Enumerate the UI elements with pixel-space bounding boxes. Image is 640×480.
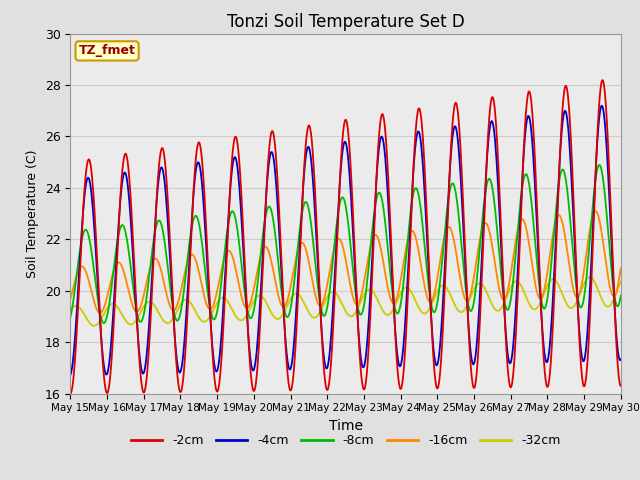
- -32cm: [67, 308, 74, 313]
- -4cm: [598, 103, 605, 108]
- -32cm: [251, 297, 259, 302]
- Line: -32cm: -32cm: [70, 277, 621, 326]
- -16cm: [617, 265, 625, 271]
- X-axis label: Time: Time: [328, 419, 363, 433]
- -16cm: [431, 287, 439, 292]
- -32cm: [617, 279, 625, 285]
- -32cm: [431, 293, 439, 299]
- -32cm: [586, 274, 594, 280]
- Legend: -2cm, -4cm, -8cm, -16cm, -32cm: -2cm, -4cm, -8cm, -16cm, -32cm: [126, 429, 565, 452]
- -16cm: [96, 310, 104, 316]
- -8cm: [67, 314, 74, 320]
- Y-axis label: Soil Temperature (C): Soil Temperature (C): [26, 149, 39, 278]
- Line: -2cm: -2cm: [70, 80, 621, 394]
- -8cm: [552, 209, 559, 215]
- -2cm: [431, 373, 439, 379]
- -32cm: [176, 303, 184, 309]
- -2cm: [598, 77, 606, 83]
- -4cm: [503, 343, 511, 348]
- -8cm: [504, 307, 511, 312]
- -2cm: [552, 264, 559, 270]
- -2cm: [250, 388, 258, 394]
- -4cm: [617, 356, 625, 362]
- Line: -4cm: -4cm: [70, 106, 621, 375]
- -8cm: [100, 320, 108, 326]
- -16cm: [251, 281, 259, 287]
- Line: -16cm: -16cm: [70, 211, 621, 313]
- -16cm: [176, 293, 184, 299]
- -8cm: [189, 218, 197, 224]
- -32cm: [189, 304, 197, 310]
- -4cm: [552, 245, 559, 251]
- -2cm: [67, 391, 74, 396]
- -32cm: [504, 293, 511, 299]
- -8cm: [431, 308, 439, 314]
- -32cm: [90, 323, 98, 329]
- -4cm: [431, 358, 439, 363]
- -2cm: [503, 353, 511, 359]
- -32cm: [552, 278, 559, 284]
- -16cm: [592, 208, 600, 214]
- -4cm: [175, 370, 183, 375]
- -4cm: [189, 201, 196, 206]
- -8cm: [176, 313, 184, 319]
- Line: -8cm: -8cm: [70, 165, 621, 323]
- -8cm: [251, 302, 259, 308]
- -4cm: [250, 365, 258, 371]
- -2cm: [189, 201, 196, 207]
- -16cm: [504, 290, 511, 296]
- -16cm: [552, 218, 559, 224]
- -16cm: [67, 296, 74, 302]
- -16cm: [189, 252, 197, 258]
- Text: TZ_fmet: TZ_fmet: [79, 44, 136, 58]
- -8cm: [617, 293, 625, 299]
- -2cm: [175, 387, 183, 393]
- Title: Tonzi Soil Temperature Set D: Tonzi Soil Temperature Set D: [227, 12, 465, 31]
- -4cm: [67, 372, 74, 378]
- -2cm: [617, 383, 625, 389]
- -8cm: [596, 162, 604, 168]
